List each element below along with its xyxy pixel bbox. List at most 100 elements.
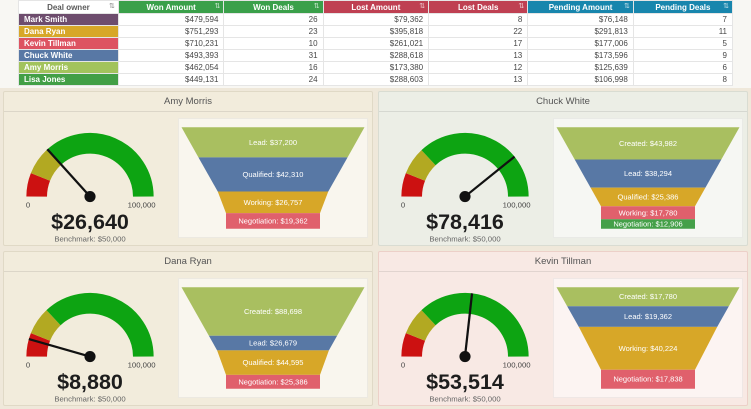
column-label: Pending Deals (655, 2, 711, 12)
funnel-segment-label: Negotiation: $17,838 (613, 375, 682, 384)
gauge-arc-olive (405, 310, 436, 342)
funnel-segment-qualified (217, 350, 329, 375)
gauge-arc-green (421, 132, 529, 198)
column-label: Deal owner (47, 2, 90, 12)
gauge-area: 0 100,000 $53,514 Benchmark: $50,000 (379, 272, 551, 405)
gauge-needle (464, 155, 516, 198)
column-header-lost-amount[interactable]: Lost Amount ⇅ (322, 0, 430, 14)
funnel-segment-label: Qualified: $42,310 (242, 170, 303, 179)
column-label: Won Amount (146, 2, 196, 12)
gauge-benchmark: Benchmark: $50,000 (429, 394, 500, 403)
funnel-segment-label: Created: $17,780 (619, 292, 677, 301)
panel-title: Amy Morris (4, 92, 372, 112)
sort-icon[interactable]: ⇅ (623, 3, 630, 10)
funnel-segment-label: Lead: $19,362 (624, 312, 672, 321)
column-header-pending-deals[interactable]: Pending Deals ⇅ (632, 0, 734, 14)
gauge-area: 0 100,000 $26,640 Benchmark: $50,000 (4, 112, 176, 245)
value-cell: $493,393 (117, 49, 225, 62)
table-row: Lisa Jones $449,131 24 $288,603 13 $106,998 8 (18, 73, 734, 86)
funnel-segment-working (578, 326, 718, 370)
value-cell: 13 (428, 49, 529, 62)
sort-icon[interactable]: ⇅ (313, 3, 320, 10)
gauge-min-label: 0 (26, 361, 30, 370)
gauge-needle-hub (459, 350, 471, 363)
gauge-arc-green (421, 292, 529, 358)
panel-body: 0 100,000 $26,640 Benchmark: $50,000 Lead: … (4, 112, 372, 245)
panel-dana-ryan: Dana Ryan 0 100,000 $8,880 Benchmark: $50,0… (3, 251, 373, 406)
funnel-segment-created (556, 127, 740, 160)
value-cell: 26 (223, 13, 324, 26)
value-cell: $462,054 (117, 61, 225, 74)
column-label: Lost Amount (351, 2, 401, 12)
value-cell: 6 (632, 61, 734, 74)
funnel-segment-label: Working: $26,757 (244, 198, 303, 207)
gauge-needle-hub (84, 350, 96, 363)
column-header-won-amount[interactable]: Won Amount ⇅ (117, 0, 225, 14)
funnel-segment-negotiation (601, 369, 695, 389)
funnel-segment-label: Working: $40,224 (619, 344, 678, 353)
deal-owner-cell: Chuck White (18, 49, 119, 62)
panel-body: 0 100,000 $78,416 Benchmark: $50,000 Create… (379, 112, 747, 245)
value-cell: 10 (223, 37, 324, 50)
sort-icon[interactable]: ⇅ (214, 3, 221, 10)
panel-title: Dana Ryan (4, 252, 372, 272)
column-header-pending-amount[interactable]: Pending Amount ⇅ (527, 0, 634, 14)
gauge-arc-red (401, 333, 426, 358)
value-cell: $173,596 (527, 49, 634, 62)
deal-owner-cell: Lisa Jones (18, 73, 119, 86)
funnel-area: Created: $17,780 Lead: $19,362 Working: $4… (553, 278, 743, 398)
gauge-needle-hub (84, 190, 96, 203)
value-cell: 23 (223, 25, 324, 38)
gauge-value: $53,514 (426, 370, 504, 394)
deal-owner-table: Deal owner ⇅ Won Amount ⇅ Won Deals ⇅ Lost Amo… (18, 0, 734, 86)
value-cell: 12 (428, 61, 529, 74)
value-cell: 8 (428, 13, 529, 26)
gauge-value: $8,880 (57, 370, 123, 394)
value-cell: $710,231 (117, 37, 225, 50)
sort-icon[interactable]: ⇅ (419, 3, 426, 10)
table-row: Chuck White $493,393 31 $288,618 13 $173,596 9 (18, 49, 734, 62)
gauge-arc-olive (405, 150, 436, 182)
value-cell: 5 (632, 37, 734, 50)
column-header-lost-deals[interactable]: Lost Deals ⇅ (428, 0, 529, 14)
sort-icon[interactable]: ⇅ (108, 3, 115, 10)
deal-owner-cell: Dana Ryan (18, 25, 119, 38)
funnel-segment-negotiation (226, 213, 320, 229)
column-label: Pending Amount (548, 2, 613, 12)
funnel-segment-working (217, 191, 329, 214)
funnel-segment-lead (574, 159, 722, 188)
gauge-min-label: 0 (401, 201, 405, 210)
value-cell: $395,818 (322, 25, 430, 38)
funnel-segment-qualified (590, 187, 706, 207)
gauge-area: 0 100,000 $8,880 Benchmark: $50,000 (4, 272, 176, 405)
deal-owner-cell: Amy Morris (18, 61, 119, 74)
column-header-won-deals[interactable]: Won Deals ⇅ (223, 0, 324, 14)
funnel-segment-created (181, 287, 365, 336)
gauge-arc-green (46, 292, 154, 358)
funnel-segment-qualified (198, 157, 348, 192)
gauge-arc-olive (30, 150, 61, 182)
value-cell: 31 (223, 49, 324, 62)
column-header-deal-owner[interactable]: Deal owner ⇅ (18, 0, 119, 14)
table-row: Dana Ryan $751,293 23 $395,818 22 $291,813 11 (18, 25, 734, 38)
sort-icon[interactable]: ⇅ (723, 3, 729, 10)
funnel-segment-label: Created: $43,982 (619, 139, 677, 148)
funnel-segment-label: Qualified: $44,595 (242, 358, 303, 367)
value-cell: 13 (428, 73, 529, 86)
funnel-segment-lead (208, 335, 338, 351)
gauge-max-label: 100,000 (503, 201, 531, 210)
column-label: Lost Deals (457, 2, 499, 12)
value-cell: 16 (223, 61, 324, 74)
sort-icon[interactable]: ⇅ (518, 3, 525, 10)
value-cell: $261,021 (322, 37, 430, 50)
gauge-needle-hub (459, 190, 471, 203)
value-cell: $291,813 (527, 25, 634, 38)
panel-chuck-white: Chuck White 0 100,000 $78,416 Benchmark: $5… (378, 91, 748, 246)
gauge-arc-green (46, 132, 154, 198)
value-cell: 22 (428, 25, 529, 38)
table-row: Mark Smith $479,594 26 $79,362 8 $76,148 7 (18, 13, 734, 26)
panel-title: Kevin Tillman (379, 252, 747, 272)
gauge-min-label: 0 (26, 201, 30, 210)
